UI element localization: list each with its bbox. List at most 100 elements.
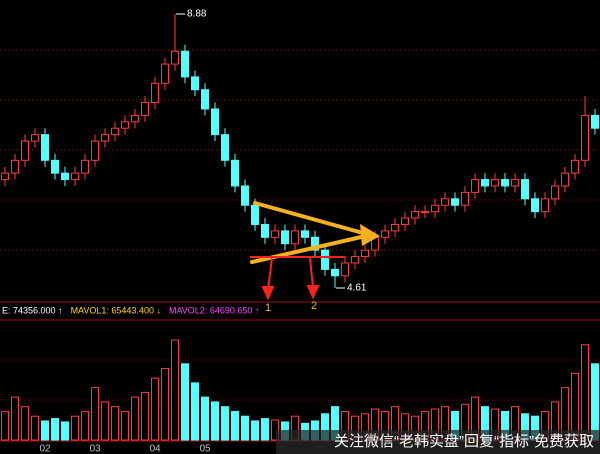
candle-body [201, 89, 209, 110]
volume-bar [171, 339, 179, 441]
candle-body [81, 159, 89, 174]
candle-body [291, 230, 299, 245]
volume-bar [121, 410, 129, 441]
volume-bar [581, 344, 589, 441]
red-arrows [261, 257, 320, 301]
volume-bar [591, 363, 599, 441]
candle-body [521, 179, 529, 200]
volume-bar [31, 415, 39, 441]
volume-bar [71, 415, 79, 441]
candle-body [171, 50, 179, 65]
candle-body [241, 185, 249, 206]
volume-bar [61, 421, 69, 441]
candle-body [461, 191, 469, 206]
candle-body [481, 179, 489, 187]
candle-body [251, 204, 259, 225]
annotation: 2 [311, 300, 317, 312]
candle-body [331, 268, 339, 277]
x-tick-label: 04 [149, 444, 161, 454]
candle-body [551, 185, 559, 200]
arrow-head [261, 286, 275, 301]
candle-body [541, 198, 549, 213]
volume-bar [81, 410, 89, 441]
max-label: 8.88 [187, 9, 207, 20]
candle-body [501, 179, 509, 187]
candle-body [231, 159, 239, 187]
candle-body [341, 262, 349, 277]
volume-legend: MAVOL2: 64690.650 ↑ [169, 305, 259, 315]
candle-body [1, 172, 9, 181]
candle-body [411, 211, 419, 219]
volume-bar [111, 406, 119, 441]
candle-body [161, 63, 169, 84]
candle-body [381, 230, 389, 238]
candle-body [211, 108, 219, 136]
candle-body [451, 198, 459, 206]
candle-body [561, 172, 569, 187]
volume-bar [261, 418, 269, 441]
candle-body [261, 223, 269, 238]
candle-body [271, 230, 279, 238]
volume-bar [51, 418, 59, 441]
watermark-bg [276, 430, 600, 454]
candle-body [131, 114, 139, 123]
candle-body [21, 140, 29, 161]
candle-body [51, 159, 59, 174]
candle-body [11, 159, 19, 174]
volume-bar [141, 391, 149, 441]
candle-body [431, 204, 439, 213]
arrow-head [360, 224, 380, 246]
arrow-head [306, 285, 320, 300]
arrow-stroke [253, 201, 372, 237]
candle-body [351, 256, 359, 264]
candle-body [391, 223, 399, 232]
arrow-stroke [267, 257, 273, 291]
candle-body [111, 127, 119, 136]
candle-body [31, 134, 39, 142]
candle-body [571, 159, 579, 174]
candle-body [531, 198, 539, 213]
watermark: 关注微信“老韩实盘”回复“指标”免费获取 [334, 432, 594, 450]
candle-body [301, 230, 309, 238]
candle-body [581, 114, 589, 161]
candle-body [191, 76, 199, 91]
volume-legend: E: 74356.000 ↑ [2, 305, 63, 315]
volume-bar [221, 406, 229, 441]
volume-bar [251, 420, 259, 441]
volume-bar [21, 406, 29, 441]
candle-body [491, 179, 499, 187]
candle-body [401, 217, 409, 225]
volume-bar [201, 396, 209, 441]
candle-body [361, 249, 369, 258]
volume-bar [131, 396, 139, 441]
candle-body [101, 134, 109, 142]
candle-body [151, 82, 159, 104]
candle-body [281, 230, 289, 245]
volume-bar [181, 363, 189, 441]
candle-body [71, 172, 79, 181]
candle-body [591, 114, 599, 129]
volume-legend: MAVOL1: 65443.400 ↓ [71, 305, 161, 315]
volume-bar [1, 410, 9, 441]
candle-body [141, 102, 149, 116]
candle-body [471, 179, 479, 193]
volume-bar [101, 401, 109, 441]
annotation: 1 [265, 302, 271, 314]
volume-bar [161, 368, 169, 441]
candle-body [441, 198, 449, 206]
volume-bar [191, 382, 199, 441]
x-tick-label: 05 [199, 444, 211, 454]
min-label: 4.61 [347, 283, 367, 294]
candle-body [311, 236, 319, 251]
volume-bar [241, 415, 249, 441]
x-tick-label: 03 [89, 444, 101, 454]
arrow-stroke [309, 257, 314, 289]
candle-body [61, 172, 69, 181]
volume-bar [231, 410, 239, 441]
volume-bar [211, 401, 219, 441]
volume-bar [91, 387, 99, 441]
grid [0, 49, 600, 401]
candle-body [421, 211, 429, 214]
x-tick-label: 02 [39, 444, 51, 454]
